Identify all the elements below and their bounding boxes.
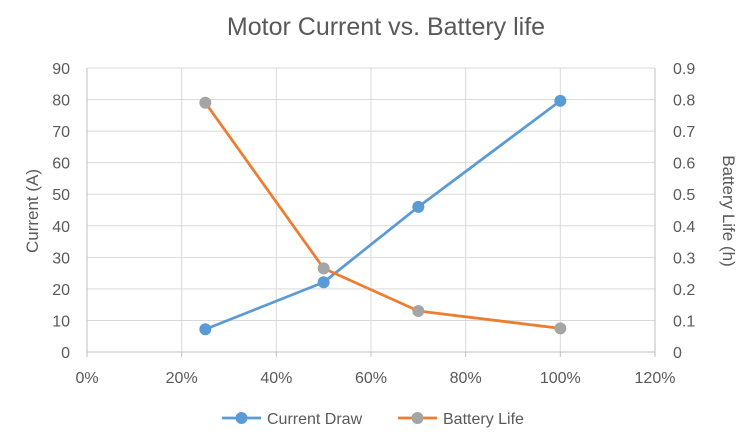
y2-tick-label: 0.4 bbox=[673, 219, 695, 236]
y2-axis-label: Battery Life (h) bbox=[719, 155, 738, 267]
y-tick-label: 0 bbox=[61, 345, 70, 362]
x-tick-label: 40% bbox=[260, 370, 292, 387]
x-tick-label: 0% bbox=[75, 370, 98, 387]
y2-tick-label: 0.2 bbox=[673, 282, 695, 299]
current-draw-legend-marker bbox=[235, 412, 248, 424]
chart-title: Motor Current vs. Battery life bbox=[227, 13, 545, 41]
current-draw-point bbox=[199, 323, 212, 336]
y2-tick-label: 0.3 bbox=[673, 250, 695, 267]
y-tick-label: 20 bbox=[52, 282, 70, 299]
y-tick-label: 10 bbox=[52, 313, 70, 330]
y-tick-label: 70 bbox=[52, 124, 70, 141]
current-draw-point bbox=[554, 94, 567, 107]
x-tick-label: 120% bbox=[635, 370, 676, 387]
y2-tick-label: 0.6 bbox=[673, 156, 695, 173]
x-tick-label: 20% bbox=[166, 370, 198, 387]
current-draw-point bbox=[317, 276, 330, 289]
y2-tick-label: 0.1 bbox=[673, 313, 695, 330]
y-tick-label: 90 bbox=[52, 61, 70, 78]
y-tick-label: 60 bbox=[52, 156, 70, 173]
battery-life-line bbox=[203, 101, 562, 330]
y2-tick-label: 0.8 bbox=[673, 93, 695, 110]
legend: Current Draw Battery Life bbox=[222, 411, 524, 428]
y2-tick-label: 0.5 bbox=[673, 187, 695, 204]
battery-life-point bbox=[199, 96, 212, 109]
battery-life-legend-marker bbox=[411, 412, 424, 424]
current-draw-point bbox=[412, 200, 425, 213]
battery-life-point bbox=[412, 304, 425, 317]
current-draw-line bbox=[203, 99, 562, 331]
battery-life-point bbox=[554, 322, 567, 335]
x-tick-label: 80% bbox=[450, 370, 482, 387]
x-tick-label: 100% bbox=[540, 370, 581, 387]
y2-tick-label: 0.7 bbox=[673, 124, 695, 141]
x-tick-label: 60% bbox=[355, 370, 387, 387]
y-tick-label: 80 bbox=[52, 93, 70, 110]
y-axis-label: Current (A) bbox=[23, 169, 42, 253]
battery-life-legend-label: Battery Life bbox=[443, 411, 524, 428]
y2-tick-label: 0 bbox=[673, 345, 682, 362]
y-tick-label: 50 bbox=[52, 187, 70, 204]
y-tick-label: 40 bbox=[52, 219, 70, 236]
battery-life-point bbox=[317, 262, 330, 275]
gridlines bbox=[87, 67, 656, 352]
current-draw-legend-label: Current Draw bbox=[267, 411, 363, 428]
axes: 0 0 10 0.1 20 0.2 30 0.3 40 0.4 50 0.5 60 0.6 70 0.7 80 0… bbox=[52, 61, 695, 387]
y2-tick-label: 0.9 bbox=[673, 61, 695, 78]
y-tick-label: 30 bbox=[52, 250, 70, 267]
series-layer bbox=[199, 94, 567, 336]
